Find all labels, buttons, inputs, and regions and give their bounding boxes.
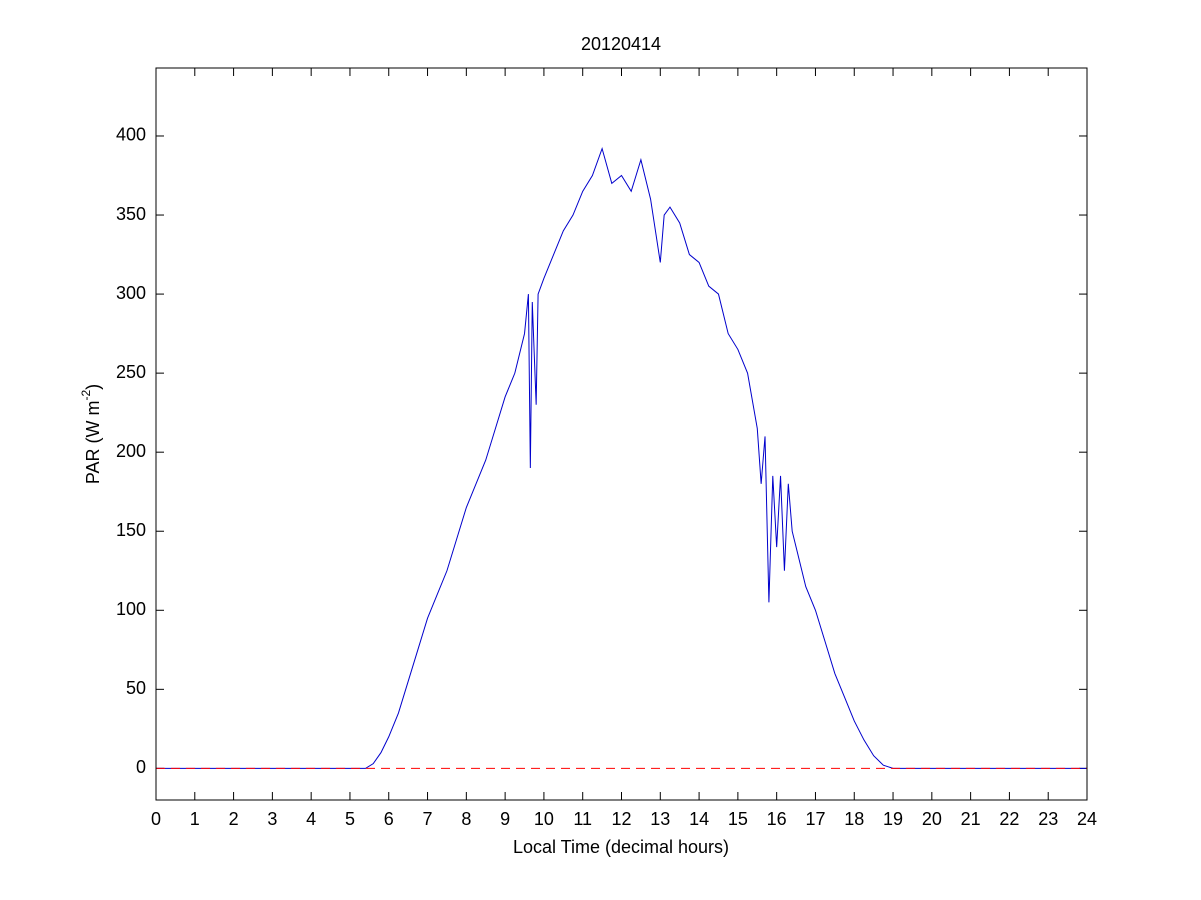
x-tick-label: 19 (883, 809, 903, 829)
x-tick-label: 8 (461, 809, 471, 829)
y-tick-label: 200 (116, 441, 146, 461)
x-tick-label: 24 (1077, 809, 1097, 829)
x-tick-label: 17 (805, 809, 825, 829)
y-tick-label: 350 (116, 204, 146, 224)
x-tick-label: 14 (689, 809, 709, 829)
x-tick-label: 22 (999, 809, 1019, 829)
data-line (156, 146, 1087, 769)
y-tick-label: 250 (116, 362, 146, 382)
y-tick-label: 0 (136, 757, 146, 777)
x-tick-label: 9 (500, 809, 510, 829)
y-axis-label-main: PAR (W m (83, 401, 103, 485)
y-tick-label: 300 (116, 283, 146, 303)
y-axis-label: PAR (W m-2) (79, 384, 103, 484)
y-tick-label: 150 (116, 520, 146, 540)
x-tick-label: 11 (573, 809, 592, 829)
y-tick-label: 100 (116, 599, 146, 619)
x-tick-label: 4 (306, 809, 316, 829)
x-tick-label: 13 (650, 809, 670, 829)
x-tick-label: 6 (384, 809, 394, 829)
x-tick-label: 20 (922, 809, 942, 829)
x-tick-label: 12 (611, 809, 631, 829)
x-tick-label: 2 (229, 809, 239, 829)
y-axis-label-sup: -2 (79, 390, 93, 401)
plot-frame (155, 67, 1088, 801)
x-tick-label: 1 (190, 809, 200, 829)
x-tick-label: 18 (844, 809, 864, 829)
y-axis-label-end: ) (83, 384, 103, 390)
y-tick-label: 400 (116, 125, 146, 145)
x-tick-label: 15 (728, 809, 748, 829)
x-tick-label: 3 (267, 809, 277, 829)
x-tick-label: 21 (961, 809, 981, 829)
x-tick-label: 23 (1038, 809, 1058, 829)
x-tick-label: 10 (534, 809, 554, 829)
x-axis-label: Local Time (decimal hours) (513, 837, 729, 857)
y-tick-label: 50 (126, 678, 146, 698)
chart-title: 20120414 (581, 34, 661, 54)
x-tick-label: 16 (767, 809, 787, 829)
x-tick-label: 5 (345, 809, 355, 829)
x-tick-label: 0 (151, 809, 161, 829)
x-tick-label: 7 (423, 809, 433, 829)
